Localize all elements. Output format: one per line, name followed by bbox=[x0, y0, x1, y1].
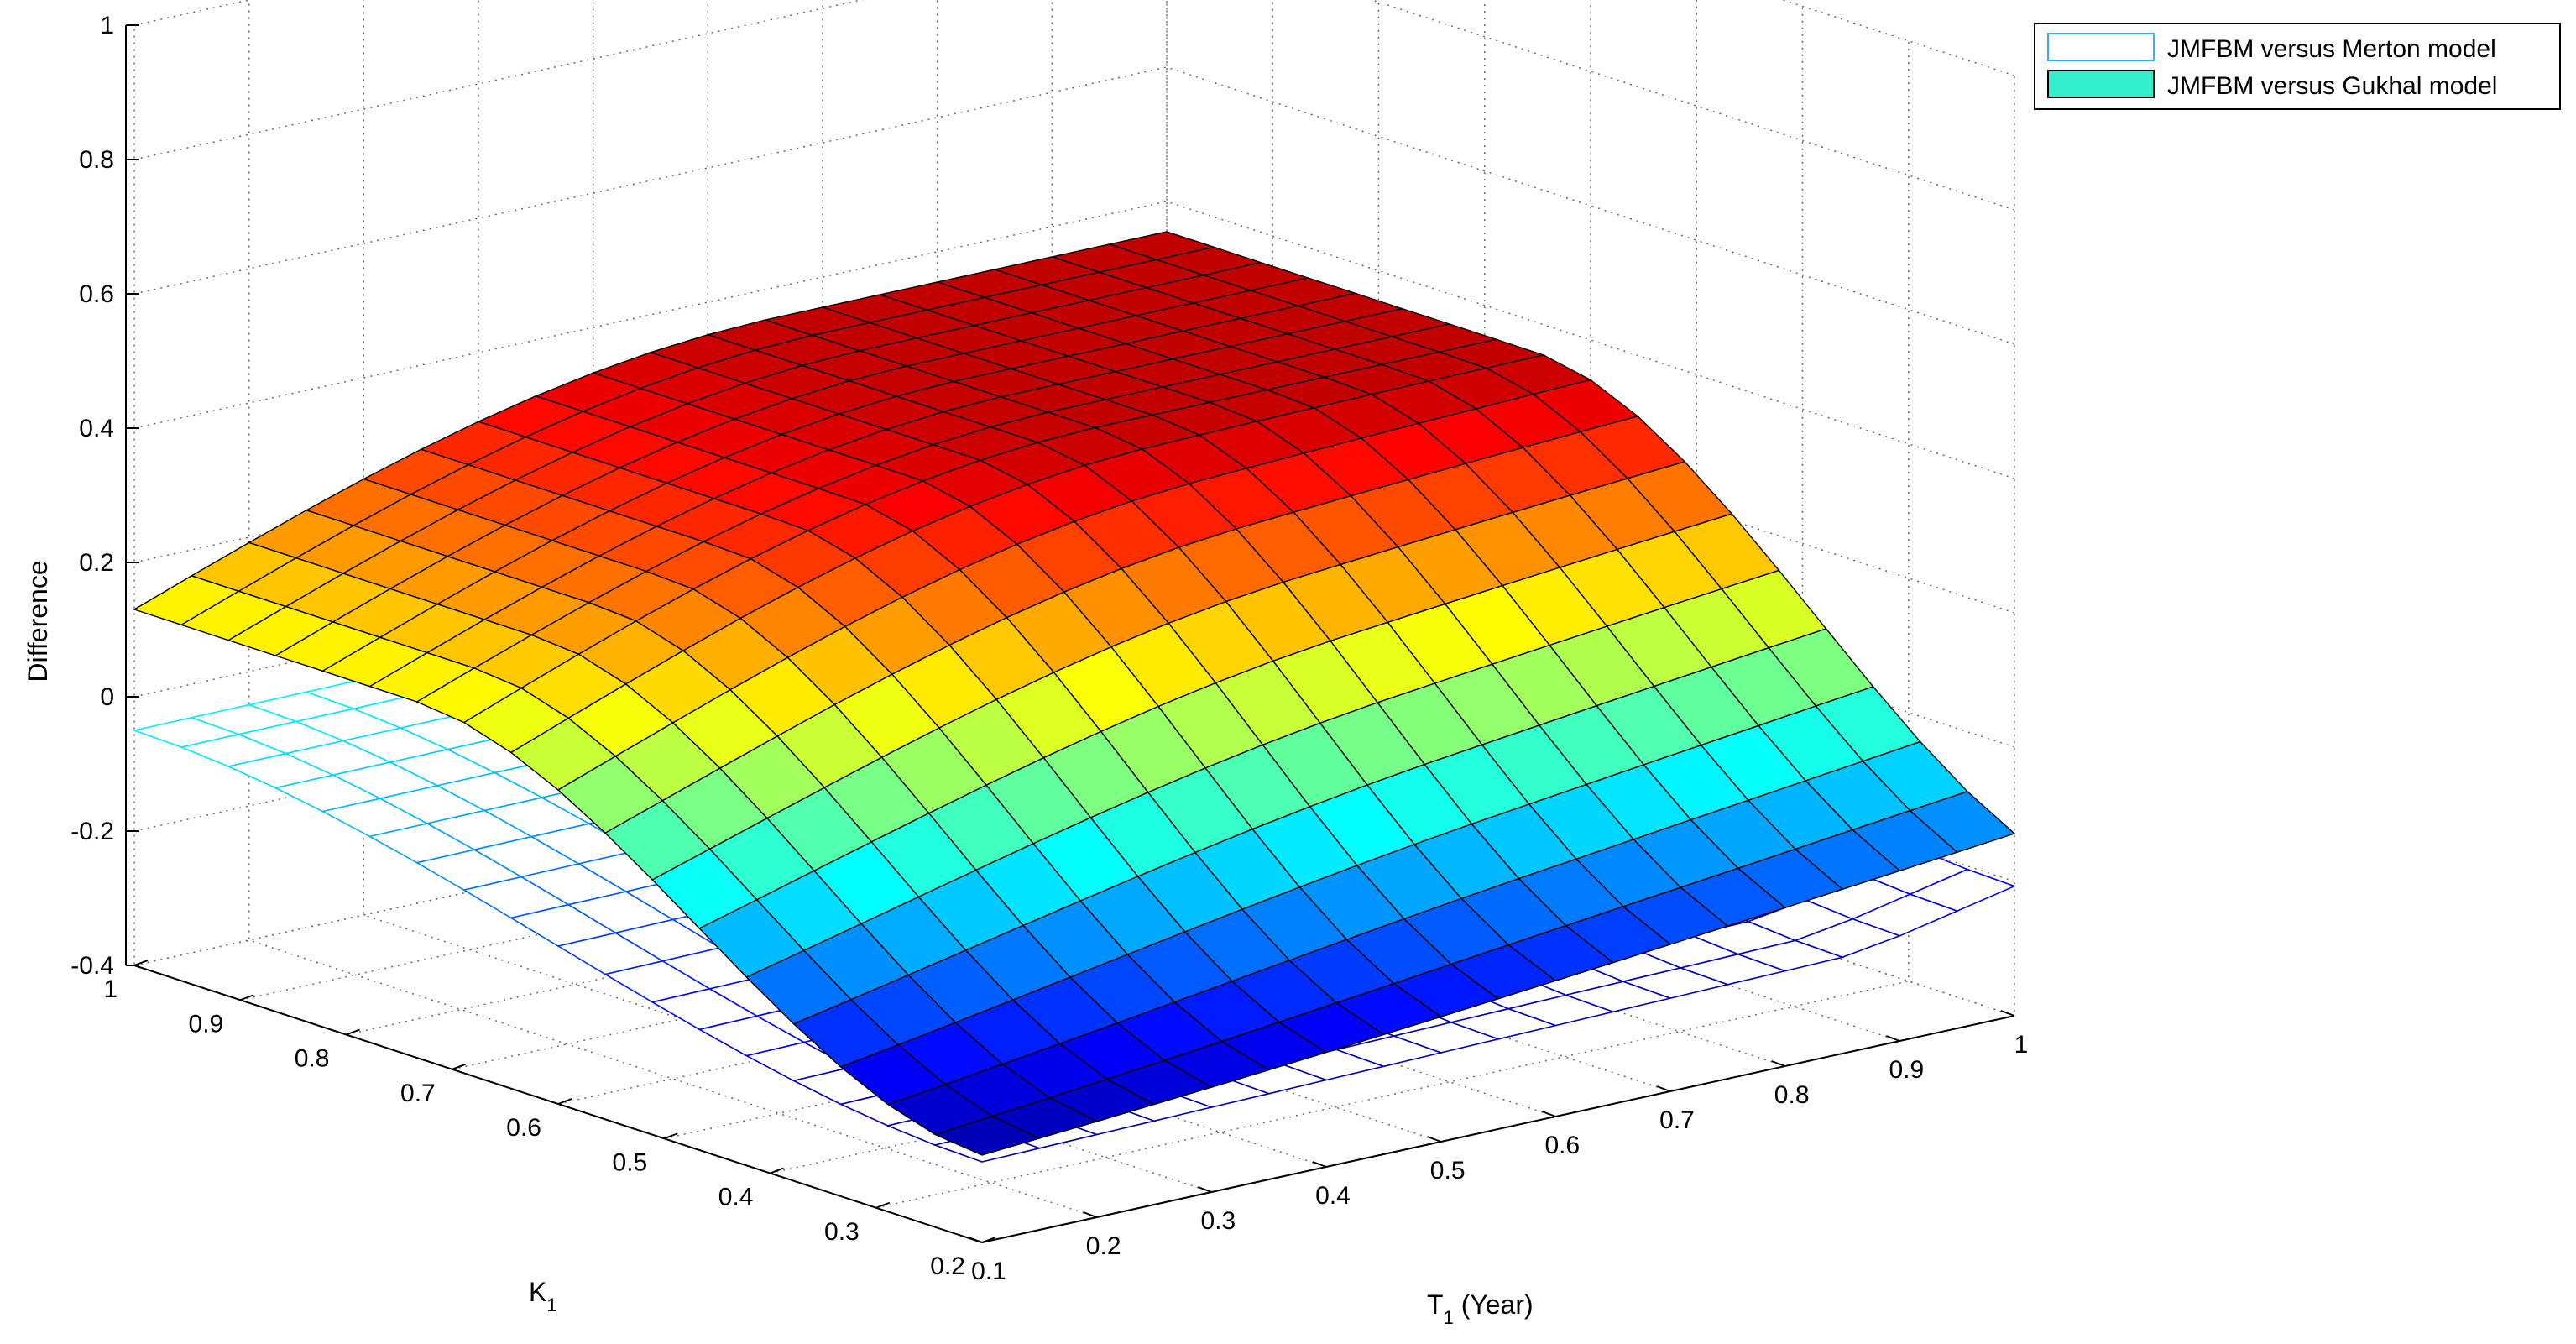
grid-line-t-7 bbox=[936, 0, 1785, 1067]
y-axis-label-main: K bbox=[529, 1277, 546, 1307]
k-tick-2 bbox=[770, 1167, 784, 1174]
grid-line-t-9 bbox=[1166, 0, 2015, 1017]
legend-swatch-gukhal bbox=[2047, 70, 2155, 98]
t-tick-label-4: 0.5 bbox=[1430, 1157, 1466, 1184]
axes-layer bbox=[125, 24, 2015, 1243]
x-axis-label-main: T bbox=[1427, 1289, 1444, 1320]
t-axis-line bbox=[981, 1015, 2015, 1243]
k-tick-7 bbox=[239, 994, 254, 1001]
k-tick-label-1: 0.3 bbox=[824, 1218, 860, 1246]
grid-line-t-8 bbox=[1051, 0, 1900, 1042]
legend-label-gukhal: JMFBM versus Gukhal model bbox=[2167, 72, 2497, 100]
grid-line-z-7 bbox=[133, 0, 2015, 76]
t-tick-4 bbox=[1427, 1136, 1442, 1143]
t-tick-label-8: 0.9 bbox=[1889, 1056, 1924, 1084]
t-tick-8 bbox=[1885, 1035, 1900, 1042]
t-tick-label-6: 0.7 bbox=[1659, 1106, 1695, 1134]
t-tick-label-7: 0.8 bbox=[1774, 1081, 1810, 1109]
z-tick-label-6: 0.8 bbox=[79, 146, 114, 174]
x-axis-label: T1 (Year) bbox=[1427, 1289, 1534, 1328]
grid-line-t-6 bbox=[822, 0, 1671, 1092]
t-tick-label-1: 0.2 bbox=[1086, 1232, 1121, 1260]
k-tick-5 bbox=[452, 1063, 467, 1070]
z-tick-label-0: -0.4 bbox=[71, 952, 114, 980]
k-tick-label-8: 1 bbox=[103, 975, 118, 1003]
k-tick-label-7: 0.9 bbox=[189, 1010, 224, 1038]
grid-line-z-6 bbox=[133, 0, 2015, 211]
k-tick-4 bbox=[557, 1098, 572, 1105]
grid-line-t-3 bbox=[478, 0, 1327, 1168]
t-tick-label-2: 0.3 bbox=[1200, 1207, 1236, 1235]
x-axis-label-suffix: (Year) bbox=[1454, 1289, 1534, 1320]
grid-line-t-4 bbox=[592, 0, 1441, 1143]
k-tick-0 bbox=[981, 1237, 996, 1243]
t-tick-7 bbox=[1771, 1060, 1786, 1067]
z-tick-label-2: 0 bbox=[100, 683, 114, 711]
t-tick-0 bbox=[968, 1237, 983, 1243]
k-tick-label-6: 0.8 bbox=[295, 1045, 330, 1073]
t-tick-1 bbox=[1083, 1211, 1098, 1218]
grid-line-t-5 bbox=[707, 0, 1556, 1117]
grid-line-t-2 bbox=[363, 0, 1212, 1193]
y-axis-label-sub: 1 bbox=[546, 1294, 556, 1315]
z-tick-label-4: 0.4 bbox=[79, 415, 114, 442]
t-tick-9 bbox=[2000, 1010, 2015, 1017]
z-tick-label-5: 0.6 bbox=[79, 280, 114, 308]
k-tick-6 bbox=[346, 1028, 360, 1036]
tick-labels: 0.10.20.30.40.50.60.70.80.910.20.30.40.5… bbox=[71, 12, 2028, 1285]
k-tick-label-4: 0.6 bbox=[506, 1114, 541, 1142]
t-tick-label-0: 0.1 bbox=[971, 1258, 1006, 1285]
t-tick-6 bbox=[1656, 1085, 1671, 1092]
k-tick-3 bbox=[663, 1132, 678, 1140]
k-tick-label-0: 0.2 bbox=[930, 1252, 965, 1280]
legend: JMFBM versus Merton model JMFBM versus G… bbox=[2034, 23, 2561, 110]
t-tick-2 bbox=[1197, 1186, 1212, 1193]
gukhal-cell bbox=[933, 1115, 1042, 1156]
x-axis-label-sub: 1 bbox=[1444, 1307, 1454, 1328]
t-tick-label-9: 1 bbox=[2014, 1031, 2029, 1059]
t-tick-3 bbox=[1312, 1161, 1327, 1168]
y-axis-label: K1 bbox=[529, 1277, 557, 1315]
z-tick-label-1: -0.2 bbox=[71, 818, 114, 845]
z-tick-label-3: 0.2 bbox=[79, 549, 114, 577]
gukhal-surface bbox=[133, 231, 2016, 1156]
legend-swatch-merton bbox=[2047, 33, 2155, 61]
t-tick-label-3: 0.4 bbox=[1315, 1182, 1351, 1210]
grid-line-t-0 bbox=[133, 25, 983, 1243]
k-tick-label-3: 0.5 bbox=[613, 1148, 648, 1176]
grid-layer bbox=[133, 0, 2015, 1243]
k-tick-label-5: 0.7 bbox=[400, 1080, 436, 1107]
z-tick-label-7: 1 bbox=[100, 12, 114, 39]
t-tick-5 bbox=[1541, 1111, 1556, 1117]
grid-line-t-1 bbox=[248, 0, 1097, 1218]
k-tick-label-2: 0.4 bbox=[718, 1184, 754, 1211]
k-tick-1 bbox=[875, 1201, 891, 1209]
z-axis-label: Difference bbox=[23, 560, 53, 682]
t-tick-label-5: 0.6 bbox=[1544, 1132, 1580, 1159]
legend-label-merton: JMFBM versus Merton model bbox=[2167, 35, 2496, 63]
